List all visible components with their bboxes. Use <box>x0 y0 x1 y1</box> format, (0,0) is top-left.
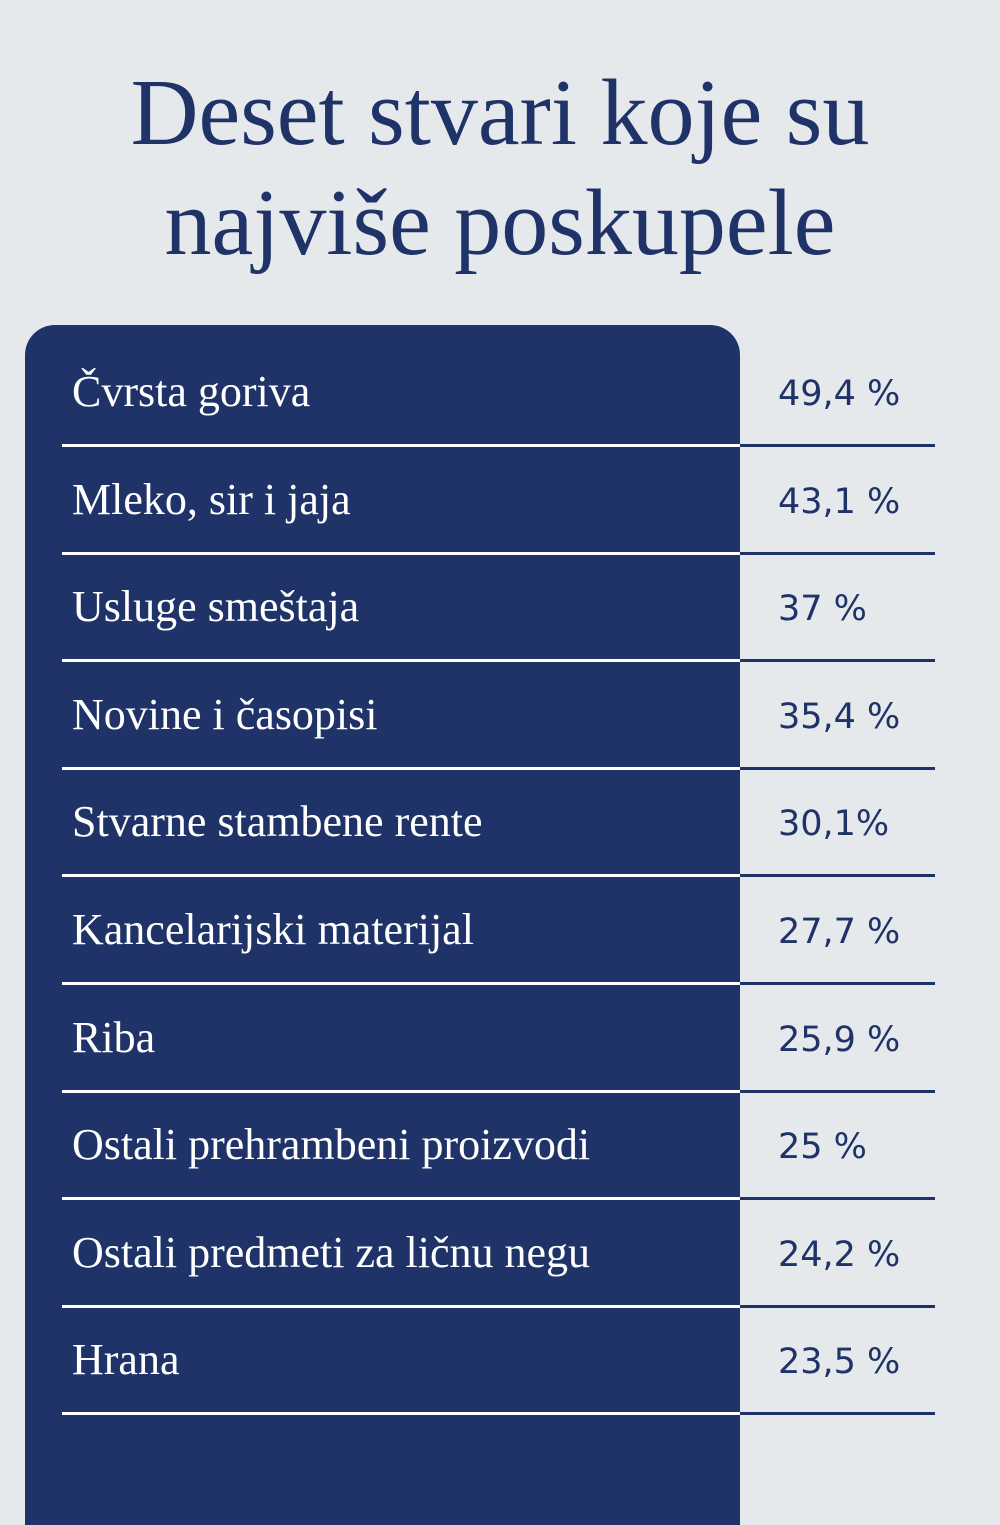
row-divider <box>740 1304 935 1308</box>
row-label: Hrana <box>72 1335 180 1385</box>
title-line: najviše poskupele <box>164 171 836 275</box>
row-divider <box>62 1304 740 1308</box>
row-value: 30,1% <box>778 804 890 845</box>
row-divider <box>740 766 935 770</box>
row-label: Stvarne stambene rente <box>72 797 483 847</box>
row-value: 23,5 % <box>778 1342 901 1383</box>
row-value: 25,9 % <box>778 1019 901 1060</box>
row-label: Ostali predmeti za ličnu negu <box>72 1227 591 1277</box>
row-divider <box>62 982 740 985</box>
row-divider <box>740 1197 935 1201</box>
row-value: 37 % <box>778 589 867 630</box>
row-divider <box>62 766 740 770</box>
title-line: Deset stvari koje su <box>130 61 870 165</box>
row-label: Ostali prehrambeni proizvodi <box>72 1120 591 1170</box>
row-value: 35,4 % <box>778 696 901 737</box>
row-value: 49,4 % <box>778 374 901 414</box>
row-label: Mleko, sir i jaja <box>72 474 351 524</box>
row-divider <box>740 1412 935 1416</box>
row-label: Riba <box>72 1012 156 1062</box>
row-divider <box>740 874 935 878</box>
row-divider <box>740 982 935 985</box>
row-value: 43,1 % <box>778 481 901 522</box>
table-panel <box>25 325 740 1525</box>
row-value: 24,2 % <box>778 1234 901 1275</box>
page: Deset stvari koje su najviše poskupele (… <box>25 61 935 1525</box>
row-divider <box>740 659 935 663</box>
row-divider <box>62 659 740 663</box>
row-divider <box>62 551 740 555</box>
row-divider <box>740 551 935 555</box>
row-value: 25 % <box>778 1127 867 1168</box>
row-divider <box>740 444 935 447</box>
row-divider <box>62 1412 740 1416</box>
row-divider <box>62 444 740 447</box>
row-label: Kancelarijski materijal <box>72 905 474 954</box>
row-divider <box>740 1089 935 1093</box>
row-value: 27,7 % <box>778 912 901 952</box>
row-divider <box>62 1089 740 1093</box>
row-label: Čvrsta goriva <box>72 367 311 416</box>
row-divider <box>62 874 740 878</box>
row-label: Usluge smeštaja <box>72 582 360 632</box>
row-label: Novine i časopisi <box>72 689 378 739</box>
row-divider <box>62 1197 740 1201</box>
